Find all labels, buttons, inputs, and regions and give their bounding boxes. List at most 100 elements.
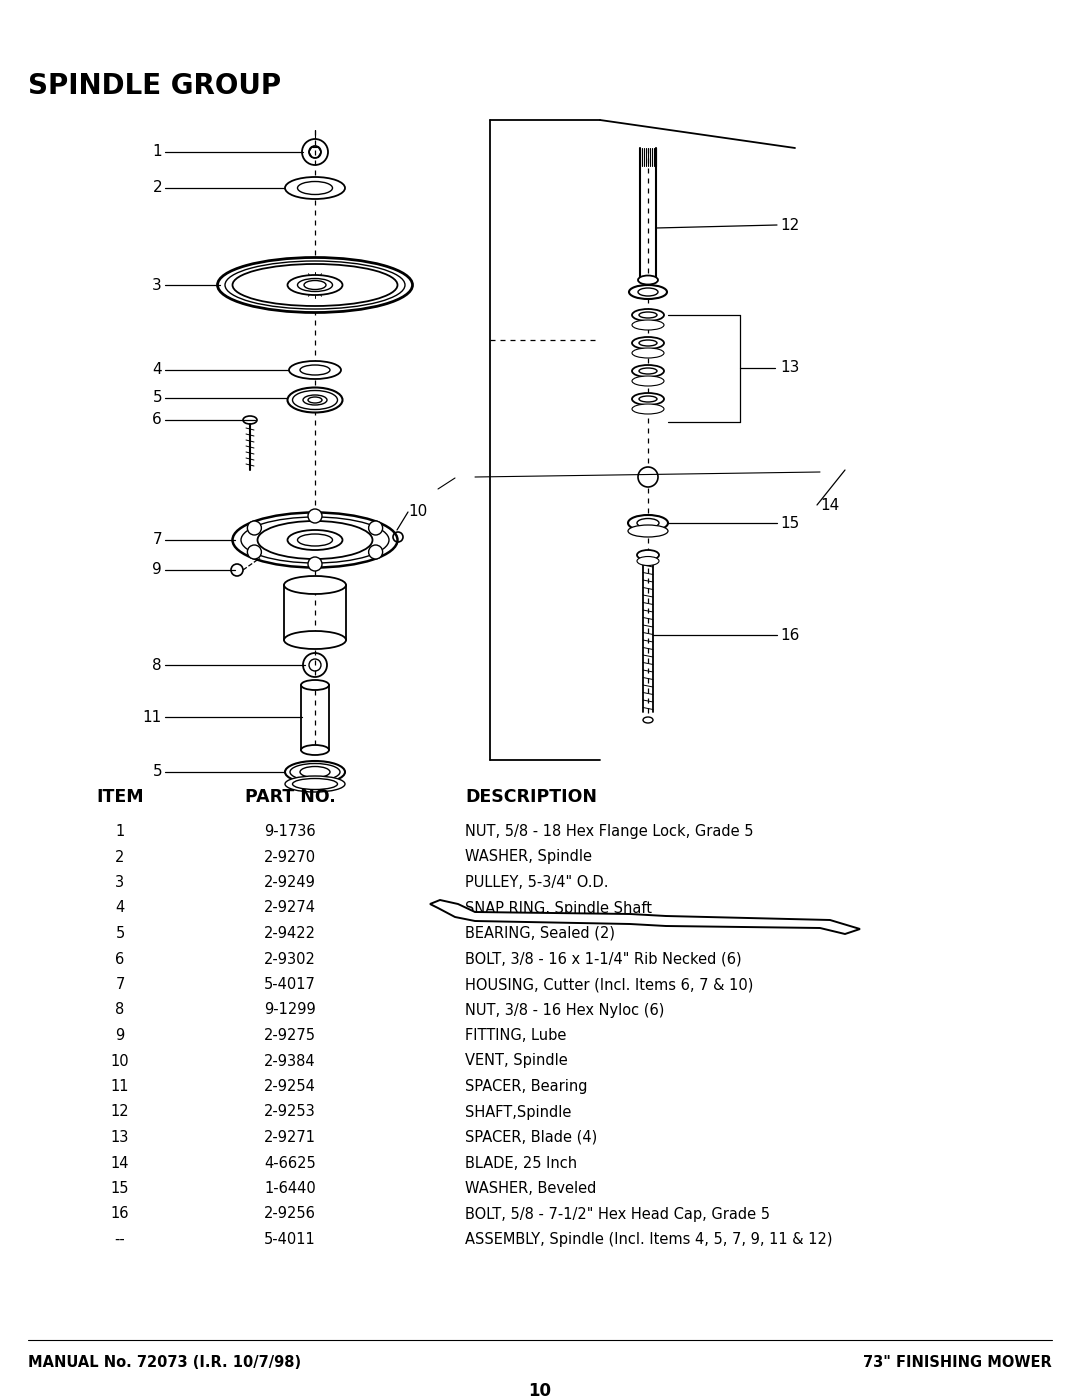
Ellipse shape <box>632 348 664 358</box>
Ellipse shape <box>300 767 330 778</box>
Text: NUT, 3/8 - 16 Hex Nyloc (6): NUT, 3/8 - 16 Hex Nyloc (6) <box>465 1003 664 1017</box>
Text: 5-4017: 5-4017 <box>265 977 316 992</box>
Text: 9: 9 <box>116 1028 124 1044</box>
Ellipse shape <box>629 285 667 299</box>
Text: 5: 5 <box>116 926 124 942</box>
Text: 16: 16 <box>111 1207 130 1221</box>
Ellipse shape <box>287 387 342 412</box>
Ellipse shape <box>293 778 337 789</box>
Text: BOLT, 5/8 - 7-1/2" Hex Head Cap, Grade 5: BOLT, 5/8 - 7-1/2" Hex Head Cap, Grade 5 <box>465 1207 770 1221</box>
Text: 2-9384: 2-9384 <box>265 1053 315 1069</box>
Ellipse shape <box>241 517 389 563</box>
Circle shape <box>308 557 322 571</box>
Ellipse shape <box>637 518 659 528</box>
Ellipse shape <box>639 312 657 319</box>
Text: BLADE, 25 Inch: BLADE, 25 Inch <box>465 1155 577 1171</box>
Text: 5: 5 <box>152 764 162 780</box>
Text: 2-9249: 2-9249 <box>265 875 316 890</box>
Text: MANUAL No. 72073 (I.R. 10/7/98): MANUAL No. 72073 (I.R. 10/7/98) <box>28 1355 301 1370</box>
Ellipse shape <box>627 525 669 536</box>
Text: SPINDLE GROUP: SPINDLE GROUP <box>28 73 281 101</box>
Text: BEARING, Sealed (2): BEARING, Sealed (2) <box>465 926 615 942</box>
Text: 4-6625: 4-6625 <box>265 1155 315 1171</box>
Text: FITTING, Lube: FITTING, Lube <box>465 1028 566 1044</box>
Text: 9-1299: 9-1299 <box>265 1003 315 1017</box>
Text: 11: 11 <box>111 1078 130 1094</box>
Text: ITEM: ITEM <box>96 788 144 806</box>
Ellipse shape <box>293 391 337 409</box>
Circle shape <box>247 545 261 559</box>
Ellipse shape <box>301 745 329 754</box>
Text: 7: 7 <box>116 977 124 992</box>
Ellipse shape <box>632 365 664 377</box>
Text: 2: 2 <box>152 180 162 196</box>
Text: 4: 4 <box>152 362 162 377</box>
Text: 2-9275: 2-9275 <box>264 1028 316 1044</box>
Ellipse shape <box>639 339 657 346</box>
Text: 1: 1 <box>116 824 124 840</box>
Ellipse shape <box>632 376 664 386</box>
Text: 10: 10 <box>408 504 428 520</box>
Circle shape <box>308 509 322 522</box>
Text: 2-9270: 2-9270 <box>264 849 316 865</box>
Text: DESCRIPTION: DESCRIPTION <box>465 788 597 806</box>
Text: 11: 11 <box>143 710 162 725</box>
Ellipse shape <box>300 365 330 374</box>
Circle shape <box>368 545 382 559</box>
Text: WASHER, Beveled: WASHER, Beveled <box>465 1180 596 1196</box>
Text: VENT, Spindle: VENT, Spindle <box>465 1053 568 1069</box>
Text: 1-6440: 1-6440 <box>265 1180 315 1196</box>
Ellipse shape <box>284 631 346 650</box>
Ellipse shape <box>297 278 333 292</box>
Ellipse shape <box>627 515 669 531</box>
Circle shape <box>247 521 261 535</box>
Text: 13: 13 <box>780 360 799 376</box>
Ellipse shape <box>217 257 413 313</box>
Text: 15: 15 <box>111 1180 130 1196</box>
Text: WASHER, Spindle: WASHER, Spindle <box>465 849 592 865</box>
Text: 8: 8 <box>152 658 162 672</box>
Text: SPACER, Bearing: SPACER, Bearing <box>465 1078 588 1094</box>
Ellipse shape <box>632 393 664 405</box>
Ellipse shape <box>232 264 397 306</box>
Ellipse shape <box>284 576 346 594</box>
Text: SHAFT,Spindle: SHAFT,Spindle <box>465 1105 571 1119</box>
Ellipse shape <box>638 275 658 285</box>
Text: SNAP RING, Spindle Shaft: SNAP RING, Spindle Shaft <box>465 901 652 915</box>
Text: 3: 3 <box>152 278 162 292</box>
Text: 4: 4 <box>116 901 124 915</box>
Text: 12: 12 <box>110 1105 130 1119</box>
Ellipse shape <box>638 288 658 296</box>
Ellipse shape <box>291 764 340 781</box>
Ellipse shape <box>632 404 664 414</box>
Text: --: -- <box>114 1232 125 1248</box>
Text: PULLEY, 5-3/4" O.D.: PULLEY, 5-3/4" O.D. <box>465 875 608 890</box>
Text: 6: 6 <box>116 951 124 967</box>
Ellipse shape <box>285 177 345 198</box>
Ellipse shape <box>639 395 657 402</box>
Ellipse shape <box>643 717 653 724</box>
Circle shape <box>638 467 658 488</box>
Text: 5: 5 <box>152 391 162 405</box>
Text: PART NO.: PART NO. <box>245 788 336 806</box>
Text: 13: 13 <box>111 1130 130 1146</box>
Text: 5-4011: 5-4011 <box>265 1232 315 1248</box>
Ellipse shape <box>232 513 397 567</box>
Text: 9-1736: 9-1736 <box>265 824 315 840</box>
Text: 2-9274: 2-9274 <box>264 901 316 915</box>
Text: 14: 14 <box>111 1155 130 1171</box>
Ellipse shape <box>308 397 322 402</box>
Text: 12: 12 <box>780 218 799 232</box>
Text: 2-9254: 2-9254 <box>265 1078 316 1094</box>
Ellipse shape <box>285 761 345 782</box>
Text: ASSEMBLY, Spindle (Incl. Items 4, 5, 7, 9, 11 & 12): ASSEMBLY, Spindle (Incl. Items 4, 5, 7, … <box>465 1232 833 1248</box>
Ellipse shape <box>287 275 342 295</box>
Text: BOLT, 3/8 - 16 x 1-1/4" Rib Necked (6): BOLT, 3/8 - 16 x 1-1/4" Rib Necked (6) <box>465 951 742 967</box>
Ellipse shape <box>639 367 657 374</box>
Ellipse shape <box>297 534 333 546</box>
Ellipse shape <box>301 680 329 690</box>
Text: 7: 7 <box>152 532 162 548</box>
Ellipse shape <box>289 360 341 379</box>
Circle shape <box>368 521 382 535</box>
Text: 6: 6 <box>152 412 162 427</box>
